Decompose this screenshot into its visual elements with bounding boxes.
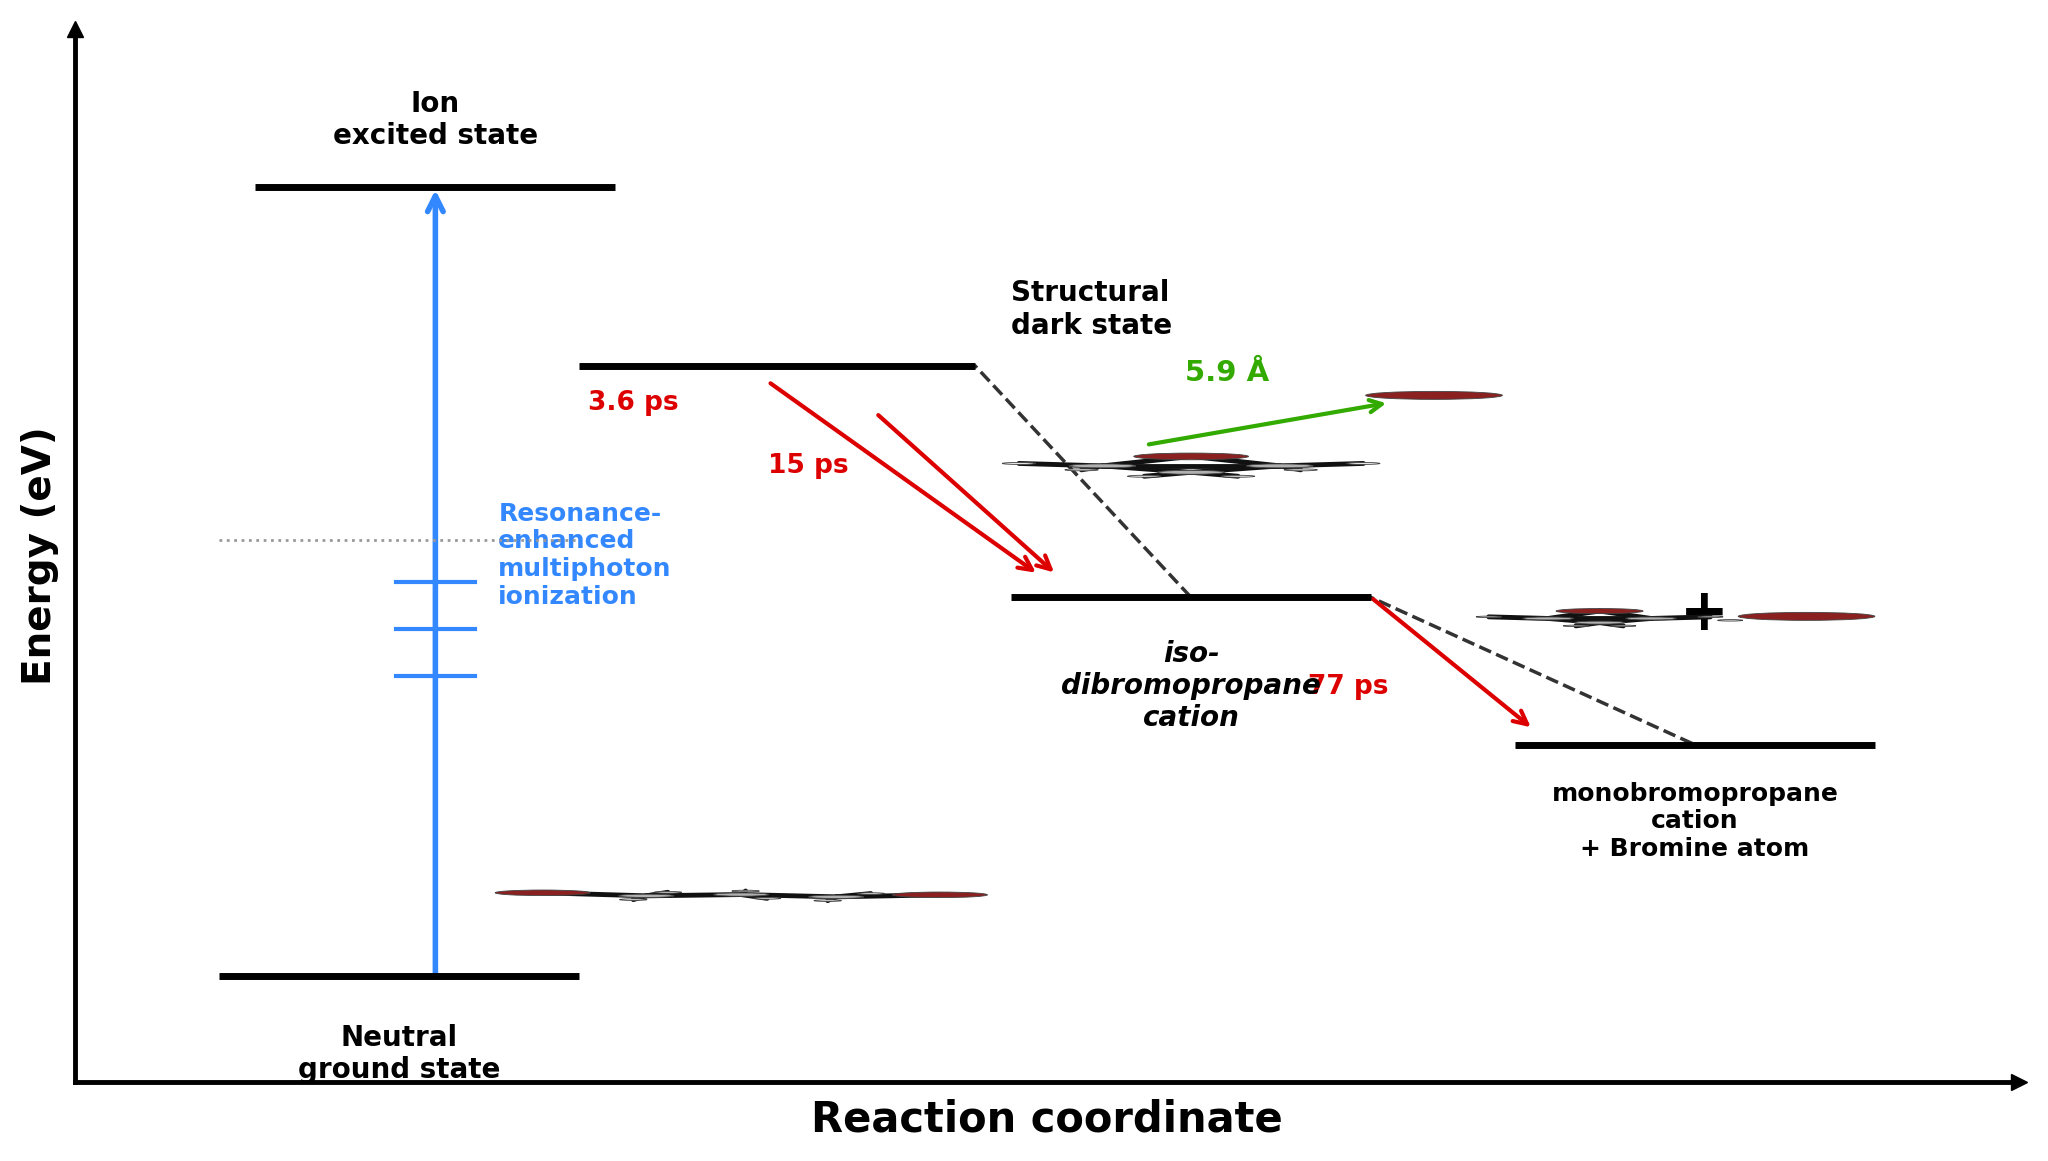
Circle shape — [1069, 464, 1137, 468]
Circle shape — [893, 892, 987, 897]
Circle shape — [1626, 616, 1677, 620]
Circle shape — [1477, 616, 1501, 618]
Circle shape — [1575, 621, 1624, 625]
Circle shape — [1718, 620, 1743, 621]
Circle shape — [1128, 475, 1161, 477]
Circle shape — [1284, 469, 1317, 471]
Text: 77 ps: 77 ps — [1309, 673, 1389, 700]
Circle shape — [1563, 625, 1589, 627]
Circle shape — [1698, 616, 1722, 618]
Circle shape — [1221, 475, 1255, 477]
Text: Ion
excited state: Ion excited state — [334, 89, 539, 150]
Circle shape — [1524, 616, 1573, 620]
Circle shape — [809, 895, 864, 899]
Circle shape — [1610, 625, 1636, 627]
X-axis label: Reaction coordinate: Reaction coordinate — [811, 1098, 1282, 1140]
Circle shape — [618, 894, 674, 897]
Circle shape — [754, 897, 780, 899]
Circle shape — [813, 900, 842, 901]
Circle shape — [1366, 391, 1503, 399]
Text: Structural
dark state: Structural dark state — [1012, 279, 1171, 340]
Text: Neutral
ground state: Neutral ground state — [299, 1024, 500, 1084]
Circle shape — [713, 893, 768, 896]
Text: Resonance-
enhanced
multiphoton
ionization: Resonance- enhanced multiphoton ionizati… — [498, 502, 672, 610]
Text: monobromopropane
cation
+ Bromine atom: monobromopropane cation + Bromine atom — [1552, 781, 1839, 861]
Circle shape — [856, 893, 885, 894]
Text: iso-
dibromopropane
cation: iso- dibromopropane cation — [1061, 640, 1321, 733]
Circle shape — [731, 890, 760, 892]
Circle shape — [1065, 469, 1098, 471]
Circle shape — [1001, 462, 1036, 464]
Text: 5.9 Å: 5.9 Å — [1186, 359, 1270, 387]
Circle shape — [653, 892, 682, 893]
Text: 15 ps: 15 ps — [768, 453, 848, 478]
Text: 3.6 ps: 3.6 ps — [588, 390, 680, 416]
Circle shape — [1157, 470, 1225, 474]
Circle shape — [1247, 464, 1313, 468]
Circle shape — [1348, 462, 1380, 464]
Y-axis label: Energy (eV): Energy (eV) — [20, 426, 59, 685]
Circle shape — [618, 899, 647, 901]
Text: +: + — [1679, 585, 1729, 642]
Circle shape — [1739, 612, 1874, 620]
Circle shape — [496, 890, 590, 895]
Circle shape — [1556, 608, 1642, 614]
Circle shape — [1135, 453, 1249, 460]
